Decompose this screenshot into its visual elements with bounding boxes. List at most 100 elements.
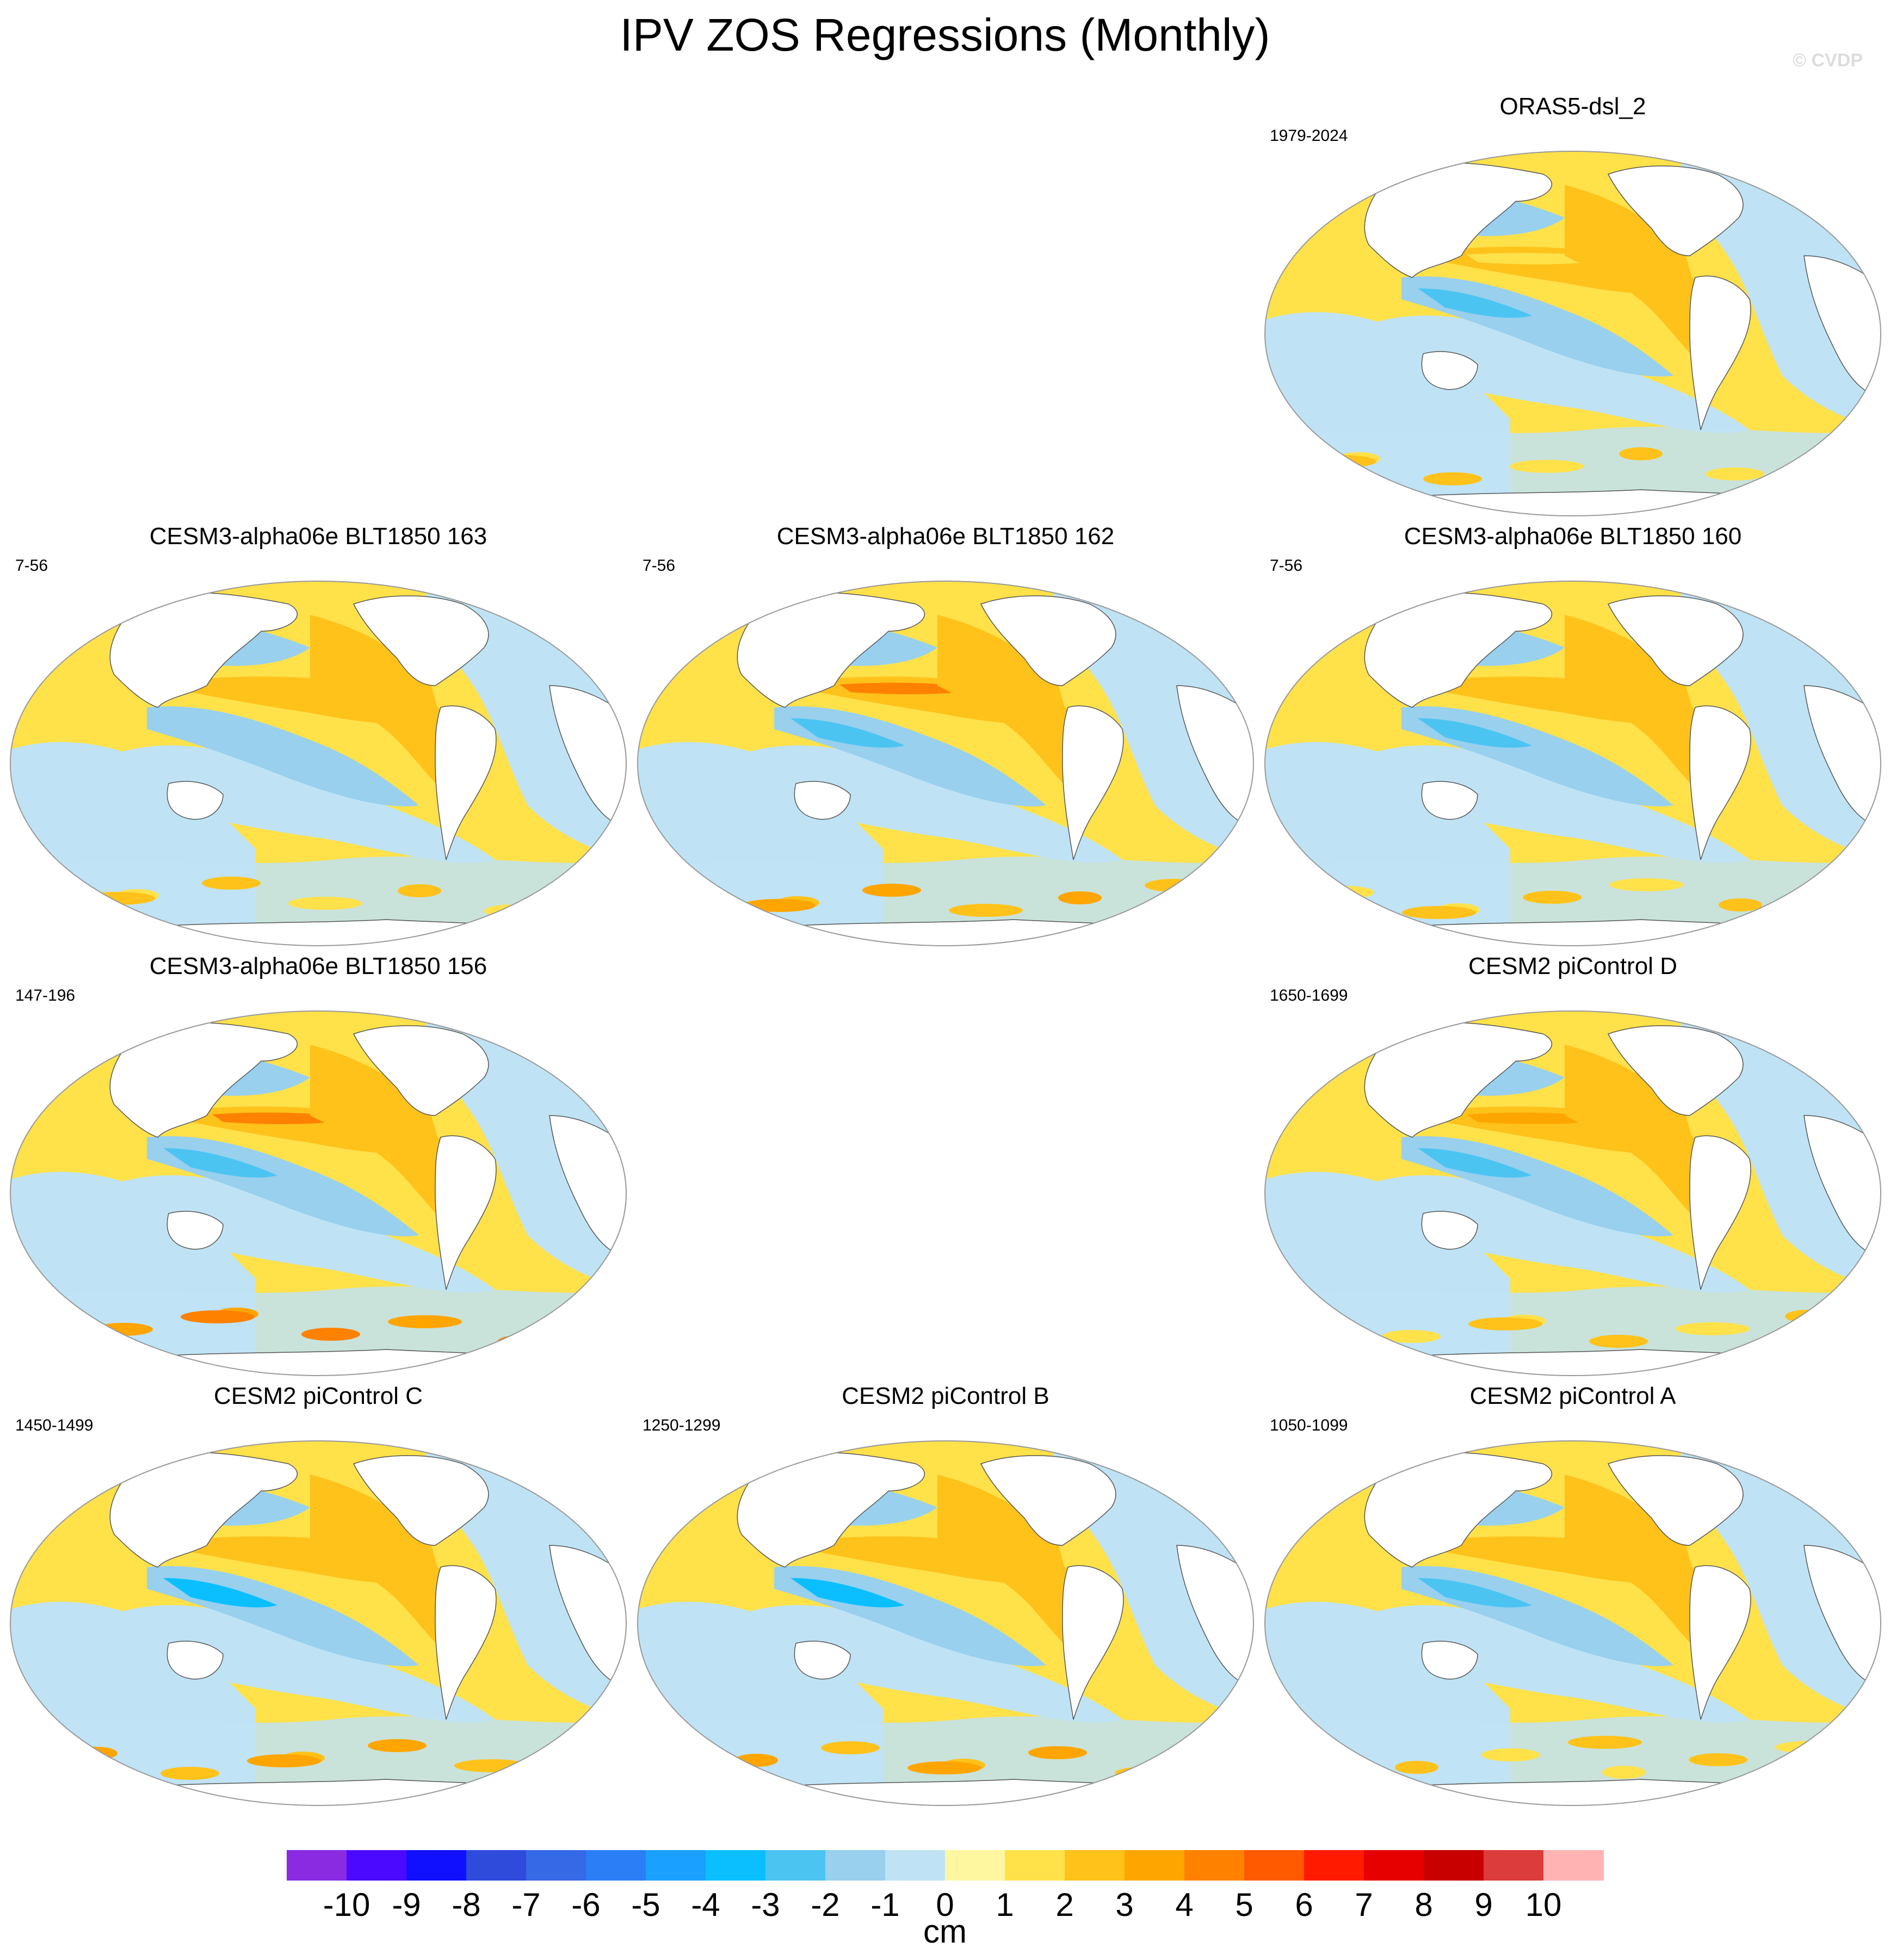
panel-period: 1650-1699: [1270, 987, 1348, 1004]
map-cesm2-b: [637, 1440, 1254, 1806]
map-frame: [1264, 1440, 1881, 1806]
north-america-land: [1607, 1025, 1744, 1116]
africa-land: [1803, 255, 1881, 398]
colorbar-segment: [1005, 1850, 1065, 1881]
indo-pacific-cold-core: [163, 718, 277, 748]
southern-ocean-anomaly-patch: [368, 1739, 427, 1752]
panel-title: ORAS5-dsl_2: [1499, 93, 1646, 120]
eurasia-land: [1364, 1022, 1552, 1138]
southern-ocean-anomaly-patch: [1706, 467, 1764, 480]
panel-title: CESM3-alpha06e BLT1850 162: [776, 523, 1115, 550]
colorbar-tick-label: 6: [1295, 1887, 1313, 1923]
eastern-pacific-warm-region: [1565, 1475, 1717, 1665]
australia-land: [1421, 1641, 1478, 1680]
southern-ocean-anomaly-patch: [1676, 1322, 1750, 1335]
colorbar-segment: [1364, 1850, 1424, 1881]
southern-ocean-anomaly-patch: [388, 1315, 462, 1328]
southern-ocean-anomaly-patch: [821, 1741, 880, 1754]
south-pacific-negative-band: [1347, 745, 1750, 863]
eurasia-land: [1364, 1452, 1552, 1568]
south-america-land: [1689, 275, 1751, 430]
southern-ocean-anomaly-patch: [202, 877, 261, 890]
panel-title: CESM2 piControl C: [214, 1383, 423, 1409]
colorbar-tick-label: -2: [811, 1887, 840, 1923]
eastern-pacific-warm-region: [937, 1475, 1090, 1665]
antarctica-land: [1314, 1779, 1881, 1805]
southern-ocean-anomaly-patch: [454, 1759, 528, 1772]
colorbar-tick-label: 3: [1115, 1887, 1134, 1923]
south-america-land: [435, 1565, 497, 1720]
panel-period: 147-196: [15, 987, 76, 1004]
panel-period: 7-56: [15, 557, 48, 575]
southern-ocean-anomaly-patch: [1058, 891, 1102, 904]
colorbar: [287, 1850, 1604, 1881]
australia-land: [794, 781, 851, 820]
eurasia-land: [109, 1022, 298, 1138]
southern-ocean-anomaly-patch: [181, 1310, 255, 1323]
colorbar-tick-label: -3: [751, 1887, 780, 1923]
north-america-land: [353, 1455, 489, 1546]
panel-period: 1450-1499: [15, 1416, 94, 1434]
north-america-land: [1607, 165, 1744, 256]
eurasia-land: [1364, 592, 1552, 708]
south-america-land: [1689, 705, 1751, 860]
colorbar-segment: [945, 1850, 1005, 1881]
southern-ocean-anomaly-patch: [1468, 1317, 1542, 1330]
southern-ocean-anomaly-patch: [1568, 1736, 1642, 1749]
map-panel-cesm3-162: CESM3-alpha06e BLT1850 162 7-56: [633, 522, 1258, 947]
panel-period: 7-56: [643, 557, 676, 575]
indo-pacific-cold-core: [1418, 1578, 1532, 1608]
indo-pacific-cold-core: [1418, 718, 1532, 748]
southern-ocean-anomaly-patch: [81, 892, 155, 905]
colorbar-tick-label: -5: [631, 1887, 660, 1923]
southern-ocean-anomaly-patch: [1402, 906, 1476, 919]
colorbar-segment: [526, 1850, 586, 1881]
africa-land: [549, 685, 626, 828]
colorbar-segment: [1484, 1850, 1544, 1881]
panel-title: CESM3-alpha06e BLT1850 160: [1404, 523, 1742, 550]
southern-ocean-anomaly-patch: [1609, 878, 1683, 891]
south-america-land: [1689, 1565, 1751, 1720]
colorbar-tick-label: 4: [1175, 1887, 1194, 1923]
colorbar-tick-label: -7: [511, 1887, 541, 1923]
colorbar-tick-label: -9: [392, 1887, 421, 1923]
southern-ocean-anomaly-patch: [1395, 1761, 1438, 1774]
panel-title: CESM2 piControl A: [1469, 1383, 1676, 1409]
colorbar-segment: [347, 1850, 407, 1881]
colorbar-segment: [1244, 1850, 1305, 1881]
north-america-land: [1607, 1455, 1744, 1546]
north-america-land: [1607, 595, 1744, 686]
eurasia-land: [109, 592, 298, 708]
eurasia-land: [737, 1452, 925, 1568]
africa-land: [549, 1115, 626, 1258]
southern-ocean-anomaly-patch: [301, 1328, 360, 1341]
panel-title: CESM3-alpha06e BLT1850 163: [149, 523, 487, 550]
map-frame: [637, 1440, 1254, 1806]
south-pacific-negative-band: [720, 745, 1122, 863]
colorbar-segment: [1424, 1850, 1484, 1881]
south-america-land: [435, 705, 497, 860]
south-pacific-negative-band: [1347, 315, 1750, 433]
colorbar-tick-label: -6: [571, 1887, 601, 1923]
indo-pacific-cold-core: [163, 1578, 277, 1608]
australia-land: [1421, 781, 1478, 820]
australia-land: [794, 1641, 851, 1680]
map-panel-cesm2-b: CESM2 piControl B 1250-1299: [633, 1382, 1258, 1807]
australia-land: [166, 1641, 224, 1680]
map-frame: [1264, 1010, 1881, 1376]
antarctica-land: [59, 919, 626, 946]
colorbar-segment: [1065, 1850, 1125, 1881]
colorbar-tick-label: -10: [323, 1887, 370, 1923]
colorbar-segment: [1184, 1850, 1245, 1881]
southern-ocean-anomaly-patch: [1115, 1766, 1189, 1779]
map-panel-cesm3-163: CESM3-alpha06e BLT1850 163 7-56: [5, 522, 631, 947]
southern-ocean-anomaly-patch: [1602, 1766, 1646, 1779]
southern-ocean-anomaly-patch: [484, 904, 543, 917]
antarctica-land: [1314, 919, 1881, 946]
southern-ocean-anomaly-patch: [1382, 1330, 1441, 1343]
map-panel-cesm2-a: CESM2 piControl A 1050-1099: [1260, 1382, 1886, 1807]
eastern-pacific-warm-region: [310, 1475, 462, 1665]
southern-ocean-anomaly-patch: [1589, 1335, 1648, 1348]
map-frame: [1264, 151, 1881, 516]
south-pacific-negative-band: [1347, 1605, 1750, 1723]
